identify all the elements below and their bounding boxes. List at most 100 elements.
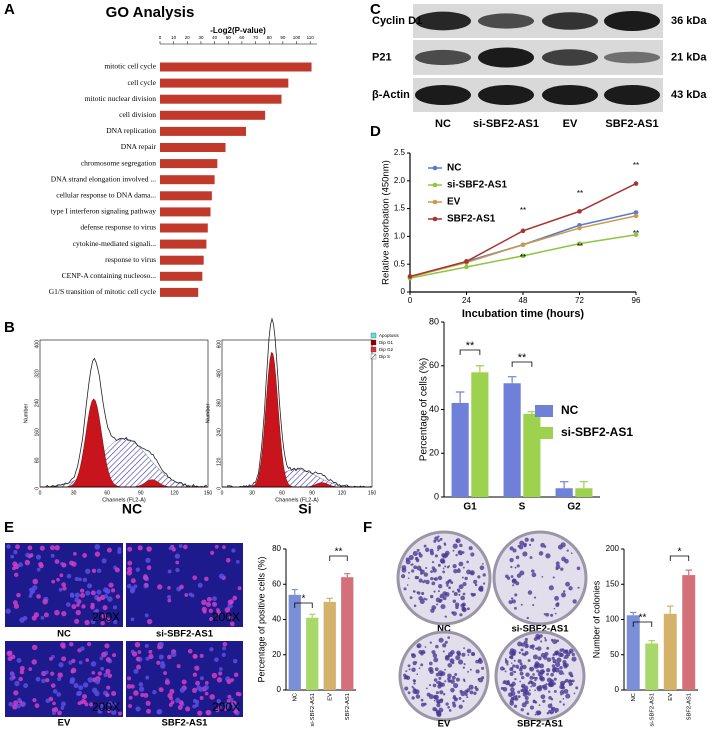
colony (524, 695, 529, 701)
nucleus (167, 595, 172, 600)
nucleus (19, 617, 25, 623)
bar (645, 643, 659, 690)
colony (405, 675, 411, 681)
bar (575, 488, 593, 497)
nucleus (126, 583, 132, 589)
colony (523, 542, 527, 547)
y-tick-label: 200 (606, 544, 620, 553)
colony (463, 647, 466, 650)
error-bar (527, 411, 537, 414)
colony (553, 607, 556, 610)
colony (464, 576, 468, 581)
x-tick-label: 30 (71, 490, 77, 496)
significance-bracket (511, 361, 533, 367)
nucleus (138, 682, 144, 687)
colony (519, 666, 523, 670)
colony (435, 691, 439, 695)
colony (432, 707, 437, 712)
colony (524, 637, 528, 642)
nucleus (74, 592, 81, 598)
category-label: cellular response to DNA dama... (56, 191, 156, 200)
colony (509, 667, 514, 672)
colony (458, 697, 462, 700)
colony (559, 690, 565, 695)
y-tick-label: 0.5 (394, 259, 406, 268)
colony (523, 640, 528, 645)
colony (576, 566, 581, 571)
colony (529, 675, 534, 680)
bar (160, 255, 204, 265)
colony (502, 681, 506, 685)
nucleus (15, 544, 20, 550)
nucleus (32, 585, 38, 591)
y-axis-label: Number (23, 404, 29, 424)
colony (443, 543, 447, 546)
y-tick-label: 0 (615, 685, 620, 694)
nucleus (56, 692, 62, 697)
nucleus (167, 569, 172, 574)
legend-label: SBF2-AS1 (447, 214, 496, 225)
colony (429, 548, 434, 553)
y-tick-label: 20 (272, 650, 281, 659)
colony (560, 567, 564, 571)
bar (663, 613, 677, 690)
colony (510, 687, 515, 693)
nucleus (28, 667, 33, 671)
colony (565, 693, 571, 699)
nucleus (188, 592, 193, 597)
nucleus (197, 710, 203, 716)
nucleus (126, 570, 133, 576)
colony (559, 648, 563, 652)
nucleus (85, 590, 91, 596)
nucleus (5, 608, 11, 614)
y-tick-label: 0 (277, 685, 282, 694)
colony (513, 704, 518, 708)
nucleus (222, 646, 226, 651)
bar (160, 78, 289, 88)
colony (517, 659, 522, 664)
bar (160, 207, 211, 217)
significance-label: ** (466, 340, 475, 352)
significance-bracket (459, 349, 481, 355)
x-tick-label: si-SBF2-AS1 (649, 693, 655, 727)
error-bar (648, 640, 655, 644)
nucleus (146, 708, 152, 714)
nucleus (204, 691, 209, 696)
nucleus (232, 708, 239, 714)
x-tick-label: 72 (575, 296, 584, 305)
colony (534, 679, 537, 682)
colony (553, 689, 557, 693)
colony (526, 616, 529, 620)
nucleus (144, 582, 149, 587)
colony (411, 685, 414, 688)
y-axis-label: Percentage of positive cells (%) (256, 556, 266, 682)
colony (563, 590, 566, 593)
colony (520, 708, 524, 712)
bar (160, 175, 215, 185)
point (577, 225, 582, 231)
significance-label: * (302, 594, 306, 605)
nucleus (106, 685, 111, 690)
y-axis-label: Relative absorbation (450nm) (381, 160, 392, 285)
colony (478, 677, 484, 683)
colony (411, 667, 416, 673)
error-bar (455, 391, 465, 403)
nucleus (209, 617, 214, 622)
nucleus (6, 650, 12, 657)
legend-label: Dip G1 (379, 340, 394, 345)
nucleus (45, 698, 51, 704)
y-axis-label: Percentage of cells (%) (419, 358, 430, 461)
nucleus (169, 696, 173, 701)
colony (516, 564, 520, 568)
colony (516, 666, 519, 669)
blot-band (478, 85, 534, 105)
nucleus (226, 557, 231, 563)
colony (541, 669, 545, 673)
colony (511, 599, 516, 604)
colony (530, 685, 533, 688)
error-bar (630, 611, 637, 616)
nucleus (35, 554, 42, 560)
colony (520, 603, 523, 606)
colony (407, 577, 410, 579)
nucleus (178, 544, 183, 549)
